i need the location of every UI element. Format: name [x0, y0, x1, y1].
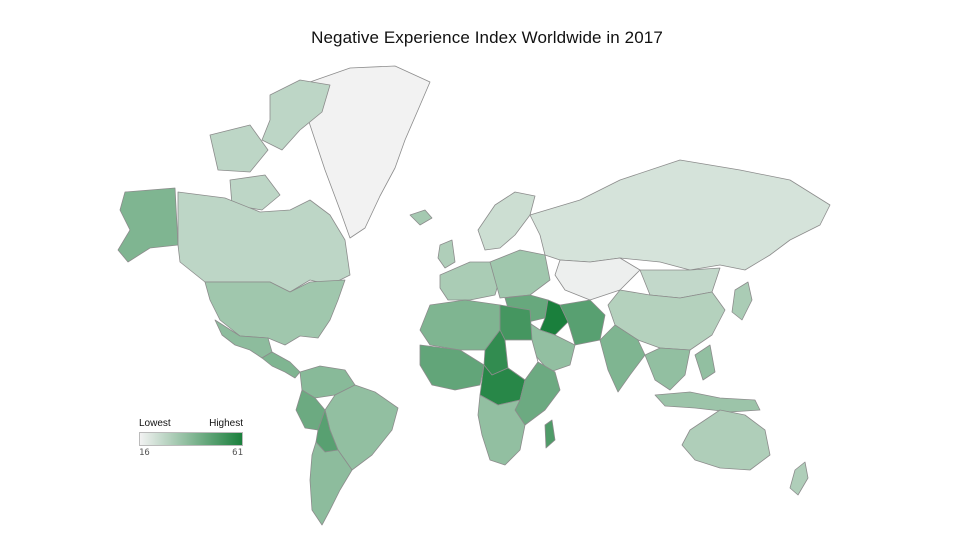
- region-scandinavia[interactable]: [477, 191, 536, 251]
- region-indonesia[interactable]: [654, 391, 761, 413]
- region-new-zealand[interactable]: [789, 461, 809, 496]
- region-arctic-islands[interactable]: [209, 79, 331, 211]
- legend-gradient-bar: [139, 432, 243, 446]
- region-west-africa[interactable]: [419, 344, 485, 391]
- region-southern-africa[interactable]: [477, 394, 526, 466]
- region-china[interactable]: [607, 289, 726, 351]
- region-india[interactable]: [599, 324, 646, 393]
- region-japan[interactable]: [731, 281, 753, 321]
- region-egypt[interactable]: [499, 304, 533, 341]
- region-central-america[interactable]: [261, 351, 301, 379]
- legend-max-value: 61: [232, 448, 243, 458]
- map-title: Negative Experience Index Worldwide in 2…: [311, 28, 663, 47]
- region-europe-west[interactable]: [439, 261, 501, 301]
- legend-low-label: Lowest: [139, 418, 171, 429]
- region-australia[interactable]: [681, 409, 771, 471]
- region-north-africa-west[interactable]: [419, 299, 501, 351]
- legend-high-label: Highest: [209, 418, 243, 429]
- region-usa[interactable]: [204, 279, 346, 346]
- region-argentina-chile[interactable]: [309, 441, 353, 526]
- color-legend: Lowest Highest 16 61: [139, 418, 243, 458]
- region-uk[interactable]: [437, 239, 456, 269]
- region-saudi-arabia[interactable]: [527, 321, 576, 373]
- region-russia[interactable]: [529, 159, 831, 271]
- region-madagascar[interactable]: [544, 419, 556, 449]
- region-southeast-asia[interactable]: [644, 344, 716, 391]
- region-eastern-europe[interactable]: [489, 249, 551, 299]
- region-alaska[interactable]: [117, 187, 179, 263]
- region-greenland[interactable]: [304, 65, 431, 239]
- region-iceland[interactable]: [409, 209, 433, 226]
- legend-min-value: 16: [139, 448, 150, 458]
